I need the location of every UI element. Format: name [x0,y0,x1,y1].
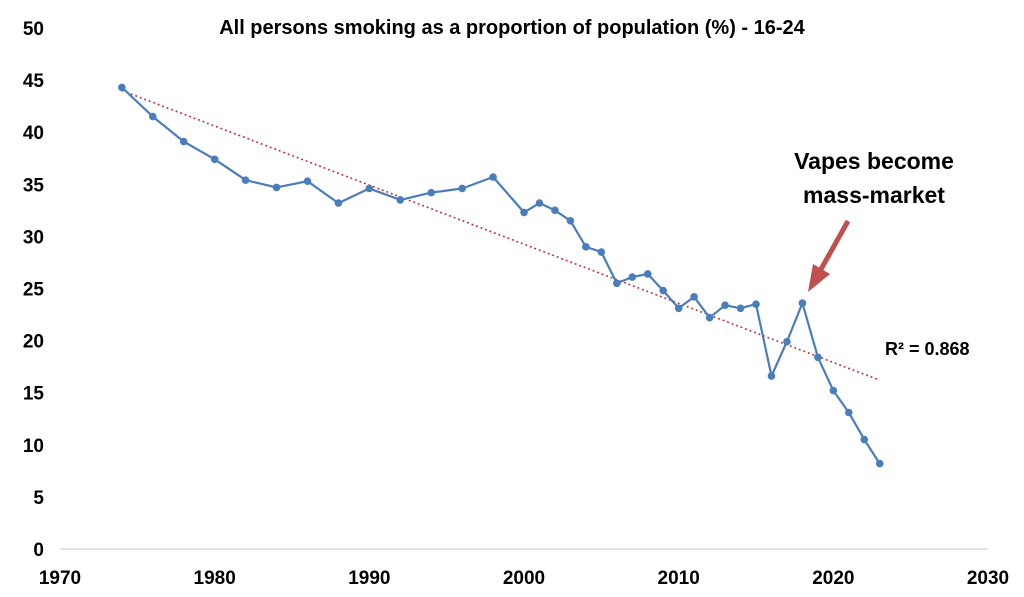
x-tick-label: 1970 [39,568,81,589]
data-point [535,199,544,207]
data-point [396,196,405,204]
data-point [118,83,126,92]
x-tick-label: 1980 [194,568,236,589]
y-tick-label: 50 [23,19,44,40]
x-tick-label: 1990 [348,568,390,589]
data-point [783,337,791,346]
r-squared-label: R² = 0.868 [885,339,970,359]
y-tick-label: 20 [23,332,44,353]
series-line [121,86,881,465]
x-tick-label: 2020 [812,568,854,589]
data-point [489,173,497,181]
y-tick-label: 45 [23,71,45,92]
y-tick-label: 5 [33,488,44,509]
data-point [829,386,838,395]
y-axis-ticks: 0 5 10 15 20 25 30 35 40 45 50 [23,19,45,561]
data-point [551,206,559,215]
annotation-arrow-head [808,264,830,292]
annotation-arrow-shaft [817,219,851,273]
data-point [721,301,729,309]
data-point [628,273,637,281]
y-tick-label: 40 [23,123,44,144]
annotation: Vapes become mass-market [794,148,954,292]
y-tick-label: 0 [33,540,44,561]
data-point [674,304,683,313]
data-point [690,293,698,301]
data-point [767,372,776,380]
chart-title: All persons smoking as a proportion of p… [219,17,805,39]
x-tick-label: 2000 [503,568,545,589]
annotation-line-2: mass-market [803,182,945,208]
data-point [659,286,667,295]
data-point [520,208,528,217]
data-point [566,216,575,225]
y-tick-label: 25 [23,280,45,301]
data-point [427,188,436,197]
data-point [752,300,760,308]
data-point [365,184,374,193]
data-point [643,270,652,278]
y-tick-label: 30 [23,227,44,248]
y-tick-label: 10 [23,436,44,457]
data-point [179,137,188,146]
data-point [814,353,822,362]
data-point [149,112,157,121]
data-point [798,299,807,307]
x-axis-ticks: 1970 1980 1990 2000 2010 2020 2030 [39,568,1009,589]
data-point [597,248,606,256]
data-point [458,184,466,193]
data-point [705,313,714,322]
x-tick-label: 2030 [967,568,1009,589]
data-point [875,459,884,468]
data-points [118,83,884,468]
data-point [860,435,869,444]
data-point [736,304,745,313]
data-point [582,243,590,251]
data-point [303,177,312,185]
trendline [121,89,881,381]
data-point [272,183,281,192]
y-tick-label: 35 [23,175,45,196]
data-point [845,408,853,417]
data-point [210,155,219,164]
data-point [334,199,343,207]
x-tick-label: 2010 [658,568,700,589]
annotation-line-1: Vapes become [794,148,954,174]
data-point [241,176,250,184]
y-tick-label: 15 [23,384,45,405]
data-point [613,279,621,288]
